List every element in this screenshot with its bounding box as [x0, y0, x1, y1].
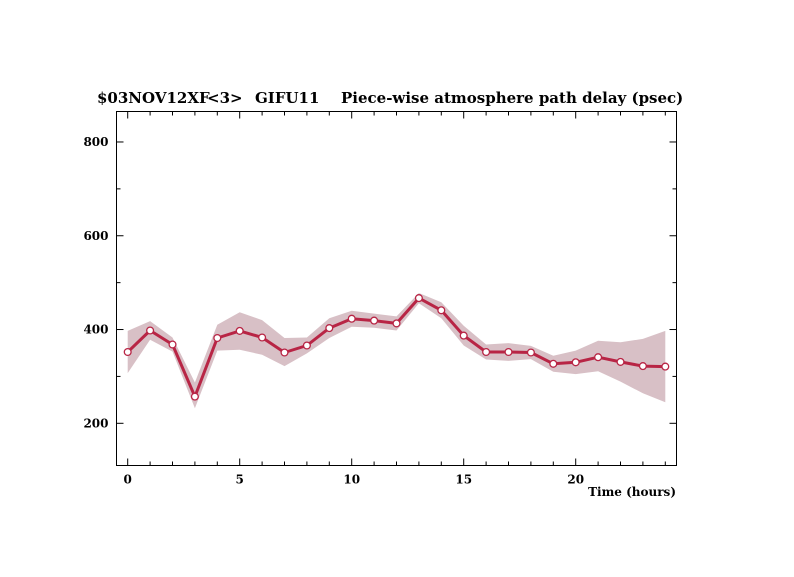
data-point	[235, 326, 244, 335]
data-point	[123, 347, 132, 357]
data-point	[302, 341, 311, 350]
chart-title-description: Piece-wise atmosphere path delay (psec)	[341, 89, 683, 107]
x-tick-label: 5	[236, 473, 244, 487]
y-tick-label: 800	[83, 135, 108, 149]
y-tick-label: 600	[83, 229, 108, 243]
x-tick-label: 15	[455, 473, 472, 487]
data-point	[414, 294, 423, 303]
chart-title-station: GIFU11	[255, 89, 319, 107]
data-point	[638, 362, 647, 371]
data-point	[168, 340, 177, 349]
data-point	[280, 348, 289, 357]
x-tick-label: 10	[343, 473, 360, 487]
data-point	[549, 359, 558, 368]
data-points-layer	[123, 294, 670, 401]
plot-area: 0 5 10 15 20 200 400 600 800	[83, 111, 677, 487]
data-point	[392, 319, 401, 328]
chart-title-band: <3>	[207, 89, 243, 107]
x-tick-label: 20	[567, 473, 584, 487]
plot-frame	[116, 111, 677, 466]
data-point	[526, 348, 535, 357]
x-axis-ticks: 0 5 10 15 20	[124, 111, 666, 487]
data-point	[459, 331, 468, 340]
data-point	[213, 333, 222, 343]
data-point	[616, 357, 625, 366]
x-tick-label: 0	[124, 473, 132, 487]
data-point	[347, 314, 356, 323]
data-point	[258, 333, 267, 342]
data-point	[190, 392, 199, 401]
data-point	[661, 362, 670, 371]
data-point	[504, 347, 513, 357]
data-point	[370, 316, 379, 325]
uncertainty-band	[127, 293, 666, 409]
chart-title-experiment: $03NOV12XF	[97, 89, 210, 107]
data-point	[325, 324, 334, 333]
y-axis-ticks: 200 400 600 800	[83, 135, 677, 430]
x-axis-label: Time (hours)	[588, 485, 676, 499]
data-point	[482, 347, 491, 357]
y-tick-label: 400	[83, 323, 108, 337]
y-tick-label: 200	[83, 416, 108, 430]
data-point	[146, 326, 155, 335]
uncertainty-band-layer	[127, 293, 666, 409]
data-point	[594, 353, 603, 362]
data-point	[571, 358, 580, 367]
data-point	[437, 306, 446, 315]
